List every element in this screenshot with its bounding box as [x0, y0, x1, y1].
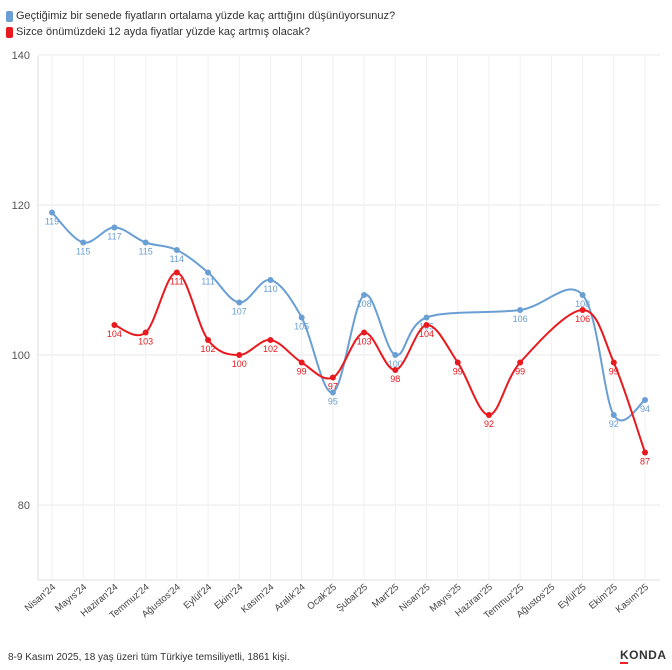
- data-point: [142, 239, 149, 246]
- data-point: [361, 292, 368, 298]
- data-point: [49, 209, 55, 216]
- series-line-0: [51, 211, 646, 422]
- data-point: [111, 322, 118, 328]
- data-point: [517, 307, 524, 313]
- legend: Geçtiğimiz bir senede fiyatların ortalam…: [6, 8, 395, 40]
- data-label: 111: [201, 277, 215, 287]
- data-label: 104: [107, 329, 122, 339]
- data-label: 87: [640, 457, 650, 467]
- data-point: [610, 412, 617, 418]
- data-point: [642, 449, 648, 456]
- data-label: 99: [297, 367, 307, 377]
- data-point: [485, 412, 492, 418]
- x-tick-label: Eylül'25: [556, 582, 588, 612]
- data-point: [392, 352, 399, 358]
- data-point: [579, 292, 586, 298]
- data-label: 95: [328, 397, 338, 407]
- data-label: 108: [357, 299, 372, 309]
- x-tick-label: Kasım'25: [614, 582, 651, 616]
- data-point: [236, 352, 243, 358]
- data-label: 97: [328, 382, 338, 392]
- y-tick-label: 100: [12, 350, 30, 362]
- data-point: [267, 337, 274, 343]
- x-tick-label: Aralık'24: [272, 582, 307, 614]
- x-tick-label: Mart'25: [370, 582, 401, 611]
- y-tick-label: 120: [12, 200, 30, 212]
- data-label: 108: [575, 299, 590, 309]
- data-label: 100: [388, 359, 403, 369]
- data-label: 99: [453, 367, 463, 377]
- footer-note: 8-9 Kasım 2025, 18 yaş üzeri tüm Türkiye…: [8, 652, 290, 663]
- data-label: 92: [484, 419, 494, 429]
- data-label: 94: [640, 404, 650, 414]
- data-point: [173, 269, 180, 276]
- data-label: 110: [263, 284, 277, 294]
- series-line-1: [114, 271, 646, 453]
- data-point: [205, 337, 212, 343]
- data-label: 98: [390, 374, 400, 384]
- data-point: [610, 359, 617, 366]
- data-label: 106: [513, 314, 528, 324]
- data-point: [392, 367, 399, 373]
- konda-logo: KONDA: [620, 648, 667, 664]
- data-label: 119: [45, 217, 59, 227]
- data-point: [423, 314, 430, 321]
- y-tick-label: 140: [12, 50, 30, 62]
- legend-swatch-blue: [6, 10, 13, 22]
- data-point: [329, 374, 336, 381]
- data-point: [517, 359, 524, 366]
- x-tick-label: Kasım'24: [239, 582, 276, 616]
- data-label: 99: [515, 367, 525, 377]
- legend-label: Sizce önümüzdeki 12 ayda fiyatlar yüzde …: [16, 26, 311, 38]
- legend-label: Geçtiğimiz bir senede fiyatların ortalam…: [16, 10, 396, 22]
- data-point: [80, 239, 87, 246]
- logo-text: KONDA: [620, 648, 667, 662]
- y-tick-label: 80: [18, 500, 30, 512]
- data-label: 99: [609, 367, 619, 377]
- data-label: 103: [138, 337, 153, 347]
- legend-swatch-red: [6, 26, 13, 38]
- data-label: 106: [575, 314, 590, 324]
- x-tick-label: Ocak'25: [305, 582, 339, 613]
- data-label: 103: [357, 337, 372, 347]
- legend-item-future[interactable]: Sizce önümüzdeki 12 ayda fiyatlar yüzde …: [6, 24, 395, 40]
- x-tick-label: Şubat'25: [334, 582, 370, 614]
- data-label: 115: [138, 247, 152, 257]
- data-label: 92: [609, 419, 619, 429]
- data-point: [267, 277, 274, 283]
- data-label: 105: [294, 322, 309, 332]
- data-point: [579, 307, 586, 313]
- data-label: 111: [170, 277, 184, 287]
- data-point: [329, 389, 336, 396]
- data-point: [298, 359, 305, 366]
- data-label: 115: [76, 247, 90, 257]
- data-label: 102: [201, 344, 216, 354]
- data-label: 117: [107, 232, 121, 242]
- data-point: [142, 329, 149, 336]
- data-point: [205, 269, 212, 276]
- x-tick-label: Nisan'25: [397, 582, 432, 614]
- x-tick-label: Nisan'24: [23, 582, 58, 614]
- data-point: [361, 329, 368, 336]
- data-point: [173, 247, 180, 253]
- x-tick-label: Eylül'24: [182, 582, 214, 612]
- data-label: 107: [232, 307, 247, 317]
- line-chart: 80100120140Nisan'24Mayıs'24Haziran'24Tem…: [12, 50, 660, 621]
- data-label: 114: [170, 254, 184, 264]
- data-point: [298, 314, 305, 321]
- data-point: [111, 224, 118, 231]
- data-point: [423, 322, 430, 328]
- data-label: 102: [263, 344, 278, 354]
- data-point: [642, 397, 648, 403]
- data-point: [236, 299, 243, 306]
- data-label: 100: [232, 359, 247, 369]
- data-label: 104: [419, 329, 434, 339]
- legend-item-past[interactable]: Geçtiğimiz bir senede fiyatların ortalam…: [6, 8, 395, 24]
- data-point: [454, 359, 461, 366]
